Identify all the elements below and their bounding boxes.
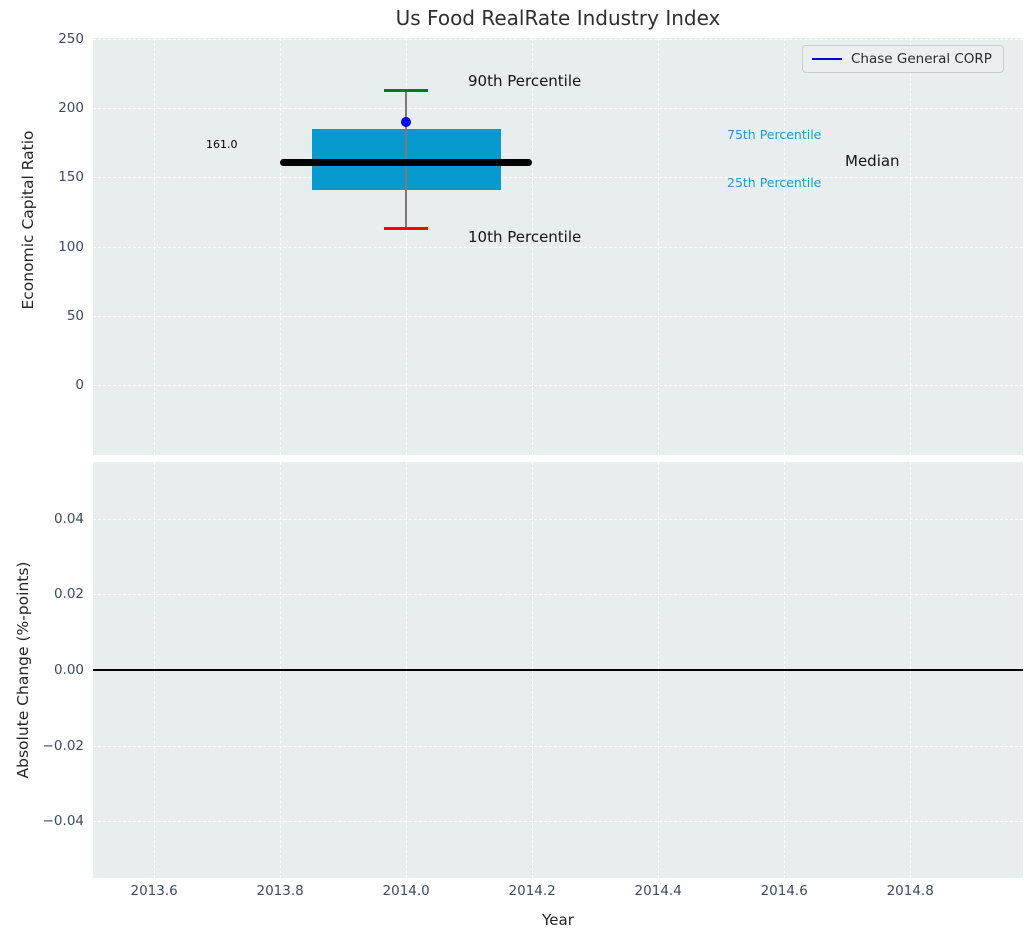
bottom-axes (93, 462, 1023, 878)
whisker-cap-10th (384, 227, 429, 230)
gridline-y (93, 108, 1023, 110)
gridline-y (93, 745, 1023, 747)
y-axis-label-top: Economic Capital Ratio (19, 130, 37, 310)
x-tick-label: 2014.2 (508, 883, 556, 899)
y-tick-label: 0 (75, 376, 84, 393)
y-tick-label: 100 (58, 238, 84, 255)
legend: Chase General CORP (802, 45, 1004, 73)
x-tick-label: 2014.6 (760, 883, 808, 899)
y-tick-label: 200 (58, 100, 84, 117)
gridline-y (93, 384, 1023, 386)
x-tick-label: 2014.8 (886, 883, 934, 899)
x-tick-label: 2013.8 (256, 883, 304, 899)
gridline-y (93, 246, 1023, 248)
median-line (280, 158, 533, 166)
top-axes (93, 38, 1023, 455)
annotation-median: Median (845, 152, 900, 170)
x-tick-label: 2013.6 (130, 883, 178, 899)
whisker-cap-90th (384, 89, 429, 92)
annotation-90th-percentile: 90th Percentile (468, 72, 582, 90)
y-tick-label: −0.02 (42, 737, 84, 754)
gridline-y (93, 594, 1023, 596)
annotation-median-value: 161.0 (206, 138, 238, 151)
y-tick-label: 0.04 (53, 510, 84, 527)
annotation-75th-percentile: 75th Percentile (727, 127, 822, 142)
chart-title: Us Food RealRate Industry Index (395, 6, 721, 30)
annotation-25th-percentile: 25th Percentile (727, 175, 822, 190)
legend-label: Chase General CORP (851, 51, 992, 67)
gridline-y (93, 821, 1023, 823)
zero-line (93, 669, 1023, 671)
y-tick-label: −0.04 (42, 813, 84, 830)
gridline-y (93, 518, 1023, 520)
gridline-y (93, 39, 1023, 41)
annotation-10th-percentile: 10th Percentile (468, 228, 582, 246)
gridline-y (93, 177, 1023, 179)
y-tick-label: 0.00 (53, 662, 84, 678)
y-tick-label: 50 (66, 307, 84, 324)
y-tick-label: 250 (58, 31, 84, 48)
x-tick-label: 2014.4 (634, 883, 682, 899)
gridline-y (93, 315, 1023, 317)
y-tick-label: 150 (58, 169, 84, 186)
company-point-marker (401, 117, 412, 128)
x-axis-label: Year (542, 911, 574, 929)
legend-line-swatch (812, 58, 842, 60)
y-tick-label: 0.02 (53, 586, 84, 603)
x-tick-label: 2014.0 (382, 883, 430, 899)
